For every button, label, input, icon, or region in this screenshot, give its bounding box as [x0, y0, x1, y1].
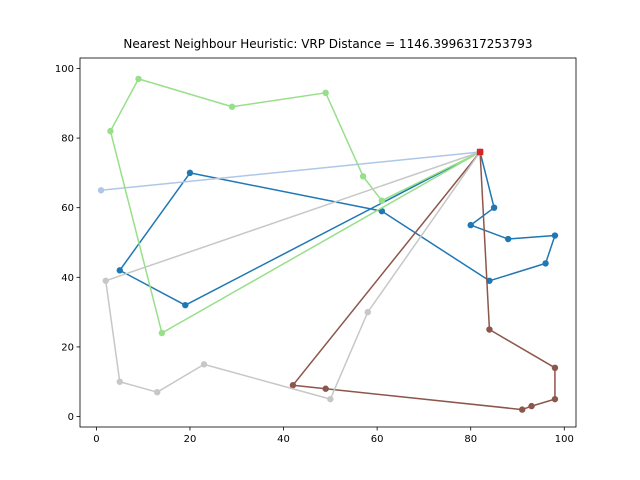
route-3-point: [158, 329, 166, 337]
route-3-point: [359, 173, 367, 180]
route-1-point: [490, 204, 498, 211]
route-1-point: [116, 267, 123, 274]
chart-title: Nearest Neighbour Heuristic: VRP Distanc…: [123, 37, 532, 51]
route-line-5: [104, 151, 481, 400]
y-tick-label: 80: [61, 134, 74, 145]
route-1-point: [486, 277, 493, 284]
route-4-point: [551, 364, 559, 372]
route-5-point: [116, 378, 123, 385]
route-4-point: [518, 406, 526, 413]
route-3-point: [135, 75, 142, 83]
route-1-point: [542, 260, 549, 267]
x-tick-label: 60: [371, 434, 384, 445]
route-line-1: [119, 151, 556, 306]
plot-frame: [79, 57, 577, 428]
route-2-point: [97, 187, 105, 194]
route-3-point: [228, 103, 236, 110]
route-3-point: [107, 127, 114, 135]
y-tick-label: 0: [68, 412, 74, 423]
route-1-point: [182, 301, 189, 309]
route-5-point: [364, 308, 371, 316]
y-tick-label: 60: [61, 203, 74, 214]
y-tick-label: 20: [61, 342, 74, 353]
x-tick-label: 20: [184, 434, 197, 445]
y-tick-label: 40: [61, 273, 74, 284]
x-tick-label: 100: [555, 434, 574, 445]
route-4-point: [551, 395, 559, 403]
route-4-point: [528, 402, 535, 410]
route-5-point: [327, 395, 334, 403]
x-tick-label: 80: [464, 434, 477, 445]
x-tick-label: 40: [277, 434, 290, 445]
axes-layer: 0 20 40 60 80 100 0 20 40 60 80 100: [55, 57, 577, 445]
route-line-4: [292, 151, 556, 411]
route-4-point: [289, 382, 297, 389]
route-1-point: [551, 232, 559, 239]
route-1-point: [504, 235, 512, 243]
route-3-point: [322, 89, 329, 97]
series-layer: [97, 75, 559, 413]
x-tick-label: 0: [93, 434, 99, 445]
route-5-point: [154, 388, 161, 396]
route-5-point: [102, 277, 109, 284]
route-3-point: [378, 197, 386, 204]
y-tick-label: 100: [55, 64, 74, 75]
route-1-point: [467, 221, 474, 229]
route-4-point: [486, 326, 493, 333]
depot-marker: [476, 148, 484, 156]
route-1-point: [186, 169, 194, 177]
route-5-point: [200, 361, 208, 368]
route-4-point: [322, 385, 329, 392]
